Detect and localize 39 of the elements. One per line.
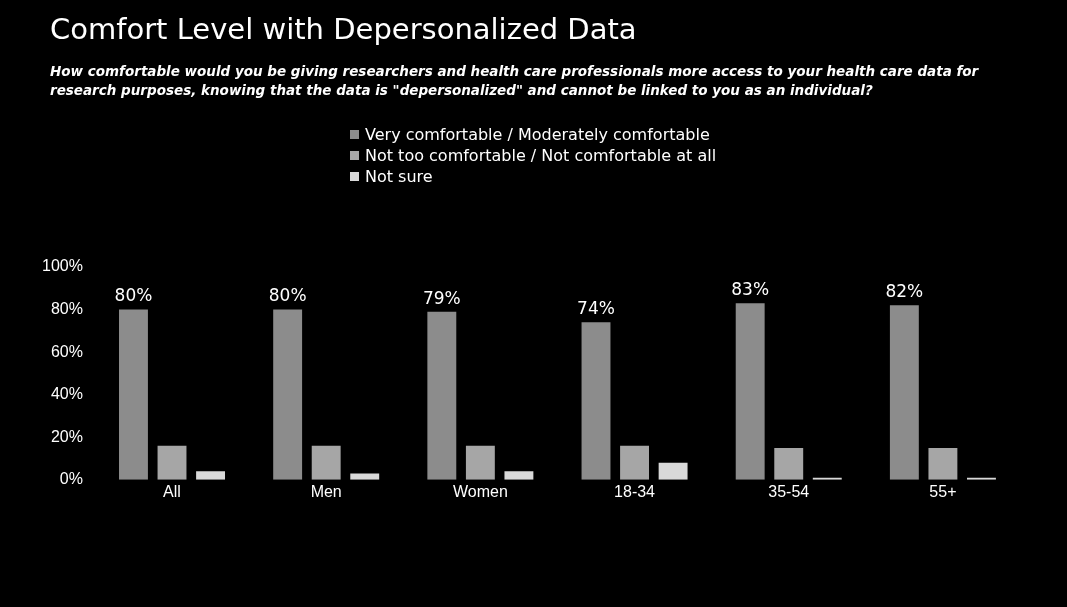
x-tick-label: Men xyxy=(310,482,342,500)
bar xyxy=(504,471,534,480)
x-tick-label: All xyxy=(163,482,181,500)
bar xyxy=(928,447,958,480)
legend-label: Very comfortable / Moderately comfortable xyxy=(365,124,710,145)
data-label: 79% xyxy=(422,287,461,308)
bar xyxy=(581,322,611,480)
bar xyxy=(465,445,495,480)
bar xyxy=(311,445,341,480)
y-tick-label: 80% xyxy=(50,299,83,317)
bar xyxy=(273,309,303,480)
bar xyxy=(889,305,919,480)
bar xyxy=(620,445,650,480)
legend-label: Not too comfortable / Not comfortable at all xyxy=(365,145,717,166)
data-label: 80% xyxy=(114,285,153,306)
y-tick-label: 100% xyxy=(42,257,83,275)
data-label: 82% xyxy=(885,281,924,302)
bar xyxy=(735,303,765,480)
data-label: 80% xyxy=(268,285,307,306)
y-tick-label: 60% xyxy=(50,342,83,360)
bar xyxy=(774,447,804,480)
bar xyxy=(119,309,148,480)
x-tick-label: Women xyxy=(452,482,508,500)
x-tick-label: 55+ xyxy=(929,482,957,500)
chart-subtitle: How comfortable would you be giving researchers and health care professionals more access to your health care data for research purposes, knowing that the data is "depersonalized" and cannot be linked to you as an individual? xyxy=(50,62,980,100)
legend-label: Not sure xyxy=(365,166,433,187)
x-tick-label: 35-54 xyxy=(768,482,810,500)
chart-title: Comfort Level with Depersonalized Data xyxy=(50,12,637,46)
y-tick-label: 20% xyxy=(50,427,83,445)
data-label: 74% xyxy=(577,298,615,319)
bar xyxy=(658,462,688,480)
x-tick-label: 18-34 xyxy=(614,482,656,500)
bar xyxy=(350,473,380,480)
data-label: 83% xyxy=(731,279,770,300)
bar xyxy=(196,471,226,480)
y-tick-label: 0% xyxy=(59,470,83,488)
y-tick-label: 40% xyxy=(50,385,83,403)
bar xyxy=(427,311,457,480)
bar xyxy=(157,445,187,480)
